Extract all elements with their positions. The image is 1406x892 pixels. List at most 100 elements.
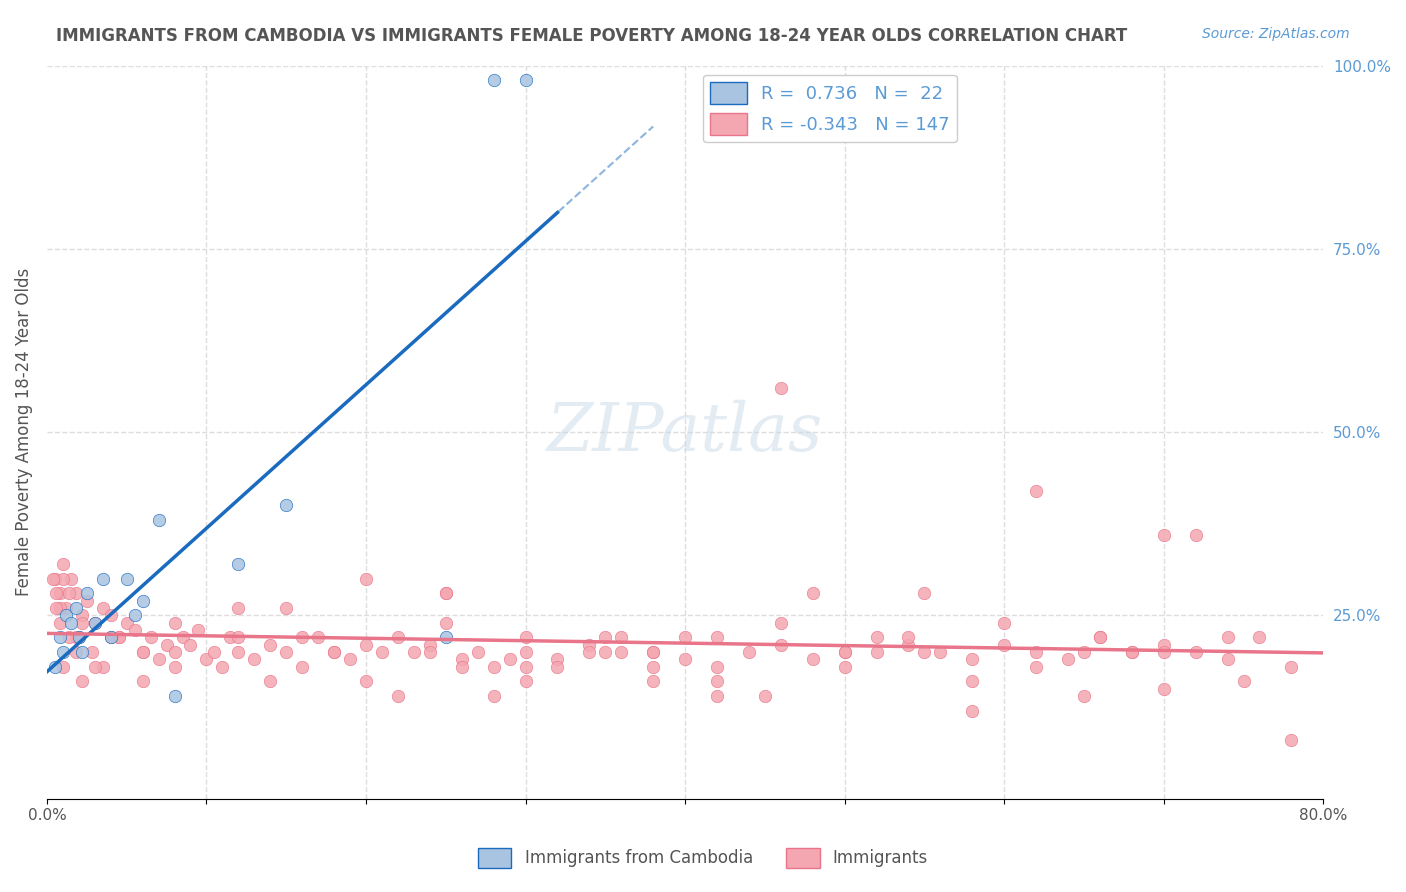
Point [276, 645, 298, 659]
Point [259, 638, 281, 652]
Point [83, 615, 105, 630]
Point [434, 631, 457, 645]
Point [52, 660, 75, 674]
Point [163, 615, 186, 630]
Point [67, 631, 90, 645]
Point [100, 631, 122, 645]
Point [52, 557, 75, 571]
Point [912, 586, 935, 600]
Point [195, 652, 218, 666]
Point [769, 381, 792, 395]
Point [801, 586, 824, 600]
Point [643, 645, 665, 659]
Point [1216, 631, 1239, 645]
Point [482, 689, 505, 703]
Point [1184, 528, 1206, 542]
Point [202, 645, 225, 659]
Point [1121, 645, 1143, 659]
Point [83, 660, 105, 674]
Point [58, 631, 80, 645]
Point [1216, 652, 1239, 666]
Point [801, 652, 824, 666]
Point [91, 660, 114, 674]
Point [59, 615, 82, 630]
Point [706, 689, 728, 703]
Point [482, 660, 505, 674]
Text: Source: ZipAtlas.com: Source: ZipAtlas.com [1202, 27, 1350, 41]
Point [610, 645, 633, 659]
Point [1279, 733, 1302, 747]
Point [48, 586, 70, 600]
Point [515, 73, 537, 87]
Point [91, 572, 114, 586]
Point [179, 638, 201, 652]
Point [48, 631, 70, 645]
Point [993, 615, 1015, 630]
Point [55, 608, 77, 623]
Point [42, 572, 65, 586]
Point [91, 601, 114, 615]
Point [55, 601, 77, 615]
Point [187, 623, 209, 637]
Point [643, 645, 665, 659]
Point [228, 631, 250, 645]
Point [65, 586, 87, 600]
Text: ZIPatlas: ZIPatlas [547, 400, 823, 465]
Point [131, 645, 153, 659]
Point [148, 652, 170, 666]
Point [48, 615, 70, 630]
Point [643, 660, 665, 674]
Point [163, 660, 186, 674]
Legend: Immigrants from Cambodia, Immigrants: Immigrants from Cambodia, Immigrants [471, 841, 935, 875]
Point [70, 674, 93, 689]
Point [163, 645, 186, 659]
Point [76, 594, 98, 608]
Point [450, 652, 472, 666]
Point [673, 652, 696, 666]
Point [228, 601, 250, 615]
Point [962, 704, 984, 718]
Point [354, 674, 377, 689]
Point [1279, 660, 1302, 674]
Point [897, 631, 920, 645]
Point [70, 615, 93, 630]
Point [323, 645, 346, 659]
Point [323, 645, 346, 659]
Point [354, 572, 377, 586]
Point [1088, 631, 1111, 645]
Point [100, 608, 122, 623]
Point [706, 674, 728, 689]
Point [865, 645, 887, 659]
Point [307, 631, 329, 645]
Point [706, 660, 728, 674]
Point [100, 631, 122, 645]
Y-axis label: Female Poverty Among 18-24 Year Olds: Female Poverty Among 18-24 Year Olds [15, 268, 32, 597]
Point [139, 631, 162, 645]
Point [1153, 645, 1175, 659]
Point [276, 601, 298, 615]
Point [450, 660, 472, 674]
Point [1088, 631, 1111, 645]
Point [58, 586, 80, 600]
Point [228, 645, 250, 659]
Point [354, 638, 377, 652]
Point [291, 660, 314, 674]
Point [434, 586, 457, 600]
Point [1153, 681, 1175, 696]
Point [45, 601, 67, 615]
Point [1184, 645, 1206, 659]
Point [419, 645, 441, 659]
Point [1153, 528, 1175, 542]
Point [897, 638, 920, 652]
Point [1073, 689, 1095, 703]
Point [65, 631, 87, 645]
Point [643, 674, 665, 689]
Point [962, 674, 984, 689]
Point [595, 631, 617, 645]
Point [339, 652, 361, 666]
Point [131, 674, 153, 689]
Point [754, 689, 776, 703]
Point [65, 601, 87, 615]
Point [65, 645, 87, 659]
Point [291, 631, 314, 645]
